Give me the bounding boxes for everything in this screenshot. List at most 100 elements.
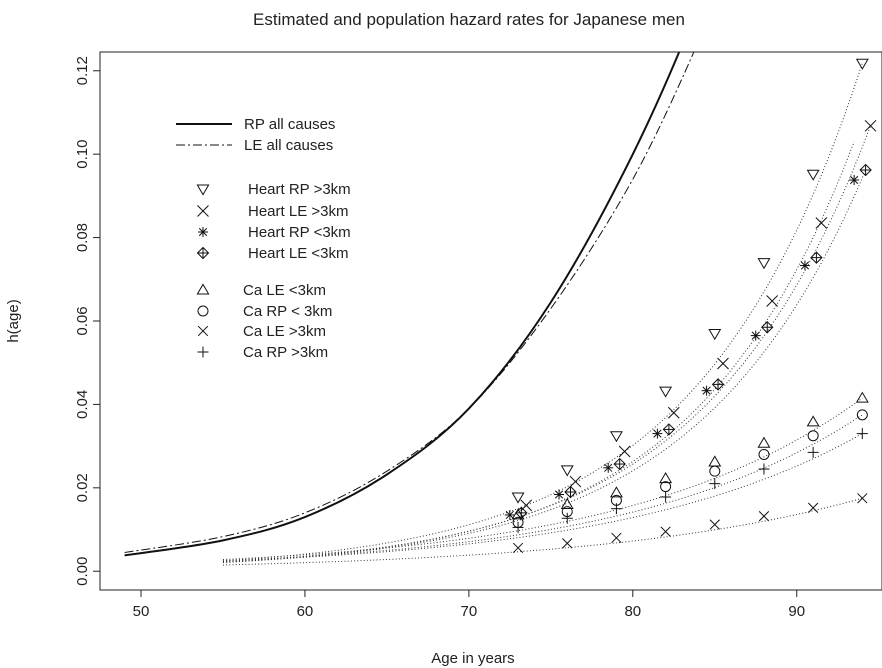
- data-point-plus-4: [709, 478, 721, 490]
- data-point-triangle-up-1: [560, 497, 574, 510]
- curve-le-all-causes: [124, 52, 695, 553]
- legend-label: Ca RP < 3km: [243, 303, 332, 320]
- fit-curve-heart-rp-3km: [222, 63, 863, 562]
- data-point-plus-5: [758, 463, 770, 475]
- data-point-circle-cross-7: [859, 163, 872, 177]
- y-axis: 0.00 0.02 0.04 0.06 0.08 0.10 0.12: [74, 56, 100, 586]
- x-axis: 50 60 70 80 90: [133, 590, 805, 620]
- y-tick-label: 0.06: [74, 306, 91, 335]
- legend-marker-circle-cross: [196, 246, 210, 260]
- data-point-triangle-down-4: [708, 329, 722, 341]
- legend-marker-triangle-down: [196, 184, 210, 196]
- legend-label: LE all causes: [244, 137, 333, 154]
- data-point-x-large-6: [815, 217, 828, 229]
- data-point-asterisk-0: [504, 509, 515, 520]
- data-point-asterisk-5: [750, 330, 761, 341]
- data-point-asterisk-2: [603, 462, 614, 473]
- x-axis-label: Age in years: [431, 650, 514, 667]
- y-tick-label: 0.10: [74, 140, 91, 169]
- data-point-triangle-down-7: [855, 58, 869, 70]
- data-point-plus-1: [561, 512, 573, 524]
- curve-rp-all-causes: [124, 52, 681, 557]
- data-point-x-small-0: [512, 542, 524, 554]
- data-point-x-large-2: [618, 445, 631, 458]
- data-point-triangle-down-3: [659, 386, 673, 398]
- data-point-circle-cross-1: [564, 485, 577, 499]
- data-point-x-small-4: [709, 519, 720, 530]
- legend-marker-triangle-up: [196, 283, 210, 295]
- data-point-triangle-down-1: [560, 465, 574, 477]
- data-point-circle-cross-5: [761, 321, 774, 334]
- data-point-x-large-3: [667, 406, 680, 419]
- data-point-x-small-7: [857, 493, 868, 504]
- data-point-triangle-up-3: [659, 472, 673, 484]
- data-point-x-small-5: [758, 511, 770, 522]
- data-point-circle-5: [758, 448, 770, 460]
- data-point-triangle-up-2: [609, 486, 623, 498]
- legend-label: Heart LE >3km: [248, 203, 348, 220]
- legend-label: Ca LE <3km: [243, 282, 326, 299]
- legend-label: Heart RP <3km: [248, 224, 351, 241]
- legend-label: Ca LE >3km: [243, 323, 326, 340]
- legend-marker-x-large: [197, 205, 209, 217]
- data-point-circle-cross-6: [810, 251, 823, 264]
- y-tick-label: 0.04: [74, 390, 91, 419]
- fit-curve-ca-rp-3km: [222, 414, 863, 562]
- y-tick-label: 0.12: [74, 56, 91, 85]
- data-point-circle-7: [856, 409, 868, 421]
- data-point-circle-cross-4: [711, 378, 725, 391]
- data-point-triangle-down-0: [511, 492, 525, 504]
- legend-label: Ca RP >3km: [243, 344, 328, 361]
- legend-label: Heart LE <3km: [248, 245, 348, 262]
- x-tick-label: 70: [461, 603, 478, 620]
- x-tick-label: 60: [297, 603, 314, 620]
- legend-marker-plus: [197, 346, 209, 358]
- x-tick-label: 90: [788, 603, 805, 620]
- fit-curve-ca-rp-3km: [222, 433, 863, 562]
- legend: RP all causes LE all causes Heart RP >3km H…: [176, 116, 351, 361]
- plot-frame: [99, 51, 882, 591]
- data-point-x-small-1: [562, 538, 573, 549]
- fit-curve-ca-le-3km: [222, 397, 863, 561]
- legend-marker-circle: [197, 305, 209, 317]
- y-tick-label: 0.02: [74, 473, 91, 502]
- y-axis-label: h(age): [5, 299, 22, 342]
- data-point-x-small-3: [660, 526, 671, 537]
- data-point-x-large-5: [766, 295, 779, 307]
- data-point-circle-4: [709, 465, 721, 477]
- data-point-asterisk-7: [849, 175, 860, 186]
- legend-label: RP all causes: [244, 116, 335, 133]
- data-point-plus-6: [807, 446, 819, 458]
- data-point-asterisk-6: [799, 260, 810, 271]
- data-point-plus-3: [660, 491, 672, 503]
- data-point-x-large-0: [520, 499, 533, 512]
- data-point-plus-2: [610, 503, 622, 515]
- legend-marker-x-small: [197, 325, 209, 337]
- y-tick-label: 0.00: [74, 557, 91, 586]
- data-point-plus-0: [512, 521, 524, 533]
- data-point-asterisk-4: [701, 385, 712, 396]
- chart-title: Estimated and population hazard rates fo…: [253, 10, 685, 29]
- data-point-triangle-up-4: [708, 455, 722, 467]
- fit-curve-heart-le-3km: [222, 125, 871, 563]
- fit-curve-ca-le-3km: [222, 497, 863, 566]
- data-point-triangle-up-5: [757, 436, 771, 448]
- data-point-circle-cross-0: [515, 506, 528, 520]
- data-point-triangle-down-5: [757, 258, 771, 270]
- data-point-triangle-up-6: [806, 415, 820, 427]
- data-point-triangle-down-6: [806, 169, 820, 181]
- data-point-asterisk-3: [652, 428, 663, 439]
- data-point-triangle-down-2: [609, 431, 623, 443]
- data-point-circle-6: [807, 430, 819, 442]
- data-point-plus-7: [856, 428, 868, 440]
- data-point-triangle-up-7: [855, 391, 869, 403]
- legend-marker-asterisk: [198, 227, 208, 237]
- data-point-x-small-2: [611, 532, 622, 544]
- data-point-x-large-4: [717, 357, 729, 370]
- x-tick-label: 80: [624, 603, 641, 620]
- y-tick-label: 0.08: [74, 223, 91, 252]
- data-point-circle-cross-2: [613, 457, 626, 471]
- data-point-x-small-6: [807, 502, 819, 513]
- data-point-asterisk-1: [554, 489, 565, 500]
